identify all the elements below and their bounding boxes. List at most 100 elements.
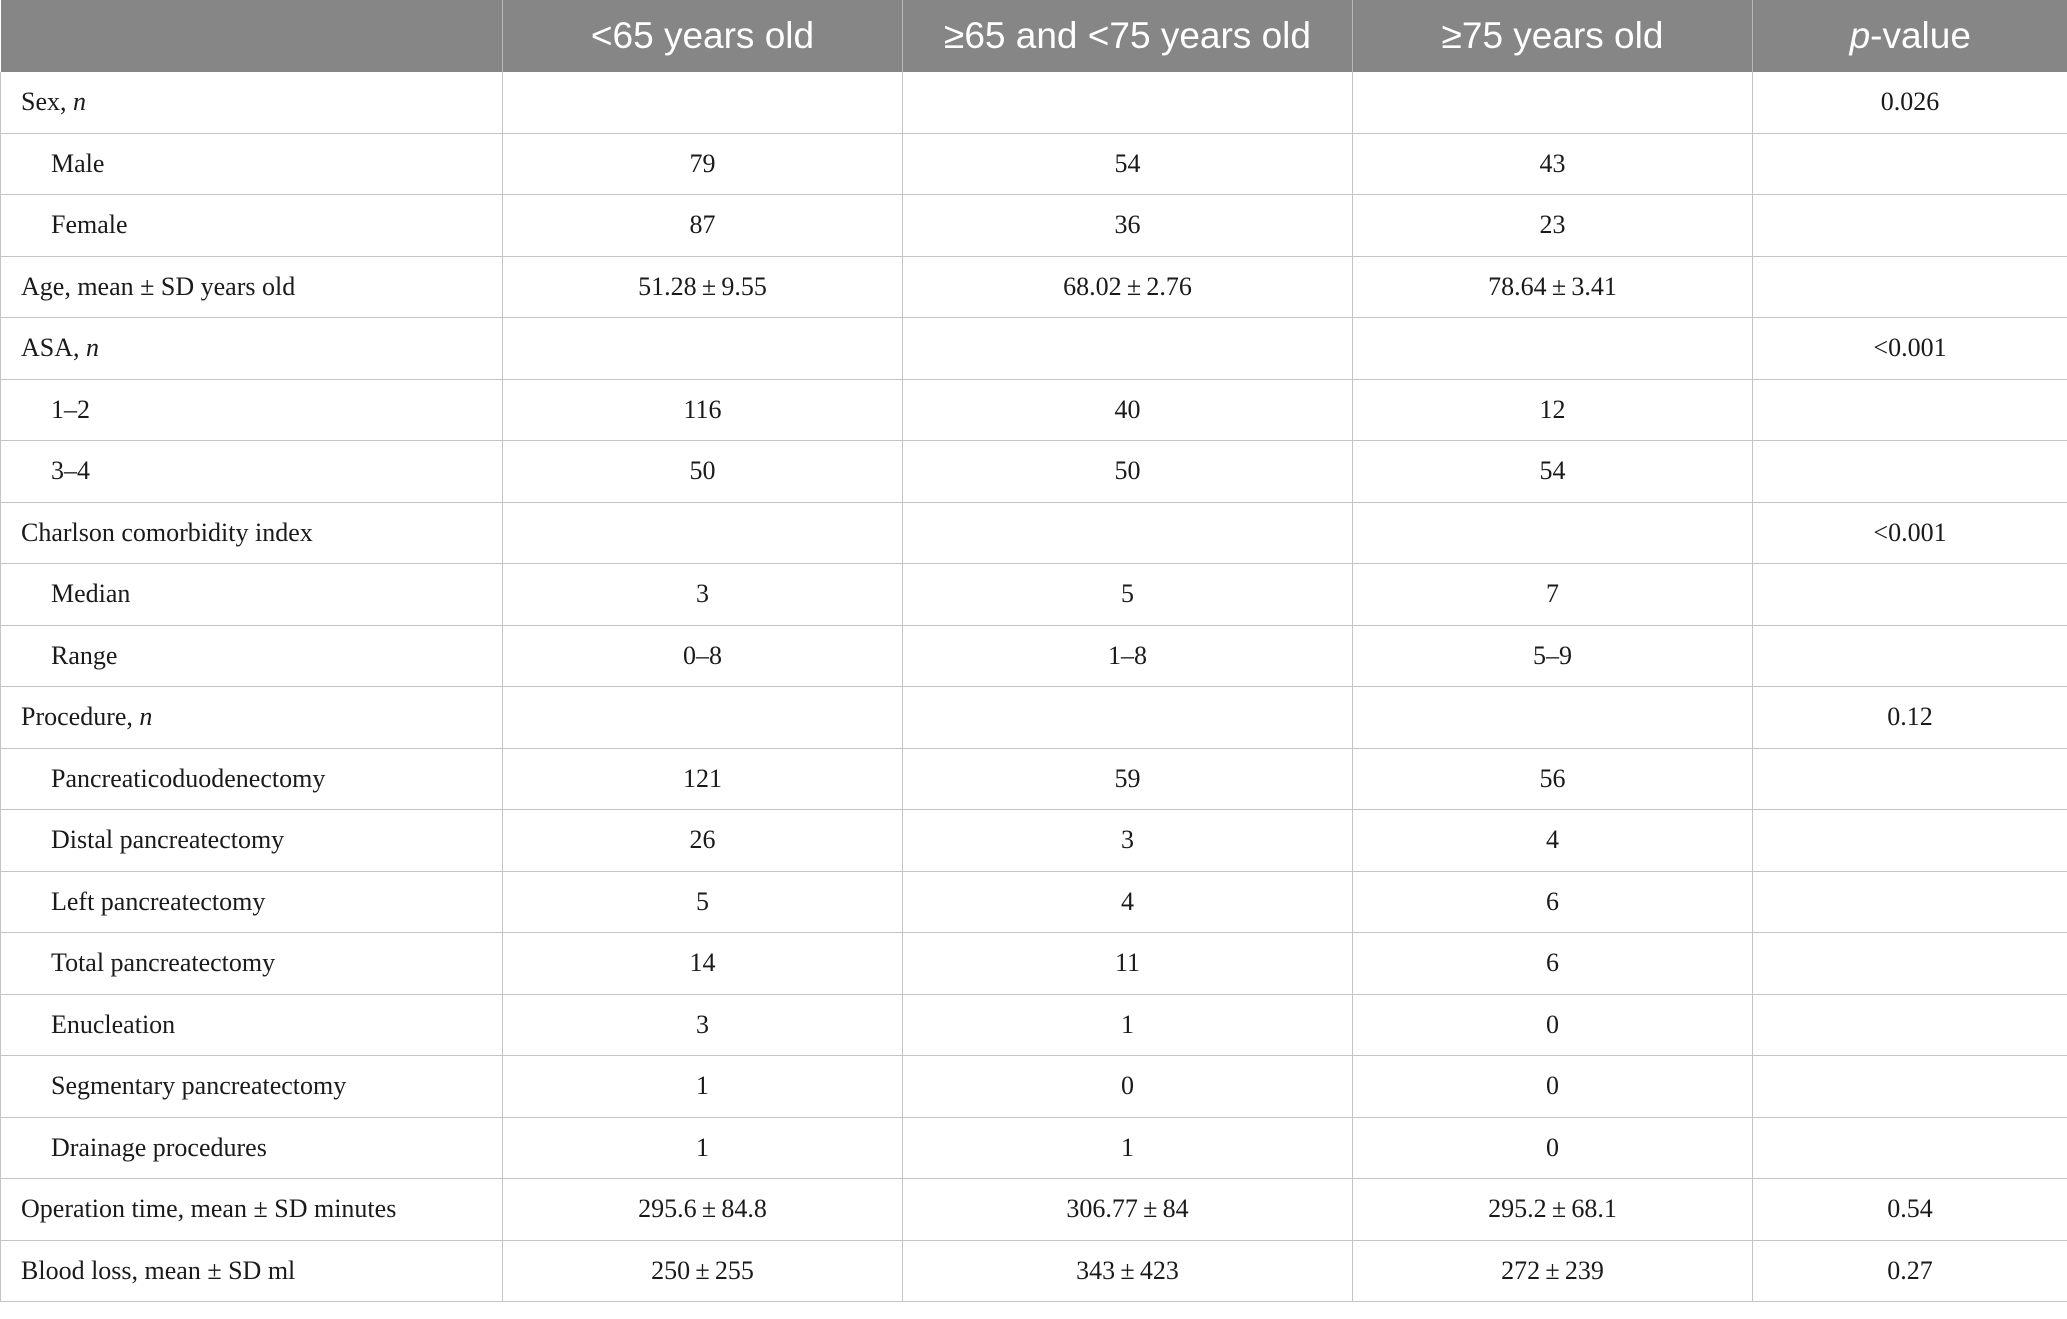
row-label: 1–2 [0,379,503,441]
cell-over-75: 56 [1352,748,1753,810]
row-label-text: Charlson comorbidity index [21,517,313,547]
row-label: ASA, n [0,317,503,380]
cell-p-value: 0.12 [1752,686,2067,749]
cell-p-value: 0.27 [1752,1240,2067,1302]
cell-under-65: 50 [502,440,903,503]
row-label: Age, mean ± SD years old [0,256,503,318]
cell-p-value [1752,625,2067,687]
row-label: Left pancreatectomy [0,871,503,933]
cell-p-value: <0.001 [1752,317,2067,380]
table-row: Enucleation 3 1 0 [0,994,2067,1056]
row-label-text: Median [51,579,131,609]
row-label-text: Female [51,210,128,240]
cell-p-value [1752,379,2067,441]
table-row: 3–4 50 50 54 [0,440,2067,503]
cell-p-value: 0.54 [1752,1178,2067,1241]
cell-65-to-75: 5 [902,563,1353,626]
row-label: Segmentary pancreatectomy [0,1055,503,1118]
row-label: Range [0,625,503,687]
table-row: Range 0–8 1–8 5–9 [0,625,2067,687]
cell-under-65 [502,317,903,380]
cell-p-value [1752,563,2067,626]
row-label-text: Pancreaticoduodenectomy [51,763,326,793]
cell-65-to-75 [902,72,1353,134]
row-label-text: ASA, [21,333,87,363]
cell-p-value [1752,932,2067,995]
row-label-text: Left pancreatectomy [51,886,266,916]
row-label: Drainage procedures [0,1117,503,1179]
cell-under-65: 3 [502,994,903,1056]
table-row: Operation time, mean ± SD minutes 295.6 ±… [0,1178,2067,1241]
cell-65-to-75: 0 [902,1055,1353,1118]
cell-p-value [1752,194,2067,257]
table-row: Left pancreatectomy 5 4 6 [0,871,2067,933]
row-label: Enucleation [0,994,503,1056]
cell-65-to-75: 68.02 ± 2.76 [902,256,1353,318]
table-row: Procedure, n 0.12 [0,686,2067,749]
row-label: Distal pancreatectomy [0,809,503,872]
header-p-value: p-value [1752,0,2067,72]
row-label-text: Procedure, [21,702,140,732]
cell-over-75: 0 [1352,994,1753,1056]
table-row: Age, mean ± SD years old 51.28 ± 9.55 68.0… [0,256,2067,318]
cell-65-to-75: 1–8 [902,625,1353,687]
cell-under-65: 121 [502,748,903,810]
header-65-to-75: ≥65 and <75 years old [902,0,1353,72]
cell-p-value [1752,809,2067,872]
row-label-text: Sex, [21,87,73,117]
cell-under-65: 87 [502,194,903,257]
cell-p-value [1752,748,2067,810]
row-label: Operation time, mean ± SD minutes [0,1178,503,1241]
header-over-75: ≥75 years old [1352,0,1753,72]
cell-over-75 [1352,72,1753,134]
cell-p-value [1752,994,2067,1056]
cell-over-75: 43 [1352,133,1753,195]
table-row: Pancreaticoduodenectomy 121 59 56 [0,748,2067,810]
cell-under-65 [502,686,903,749]
cell-under-65: 1 [502,1117,903,1179]
header-row: <65 years old ≥65 and <75 years old ≥75 … [0,0,2067,72]
cell-over-75 [1352,317,1753,380]
cell-65-to-75: 3 [902,809,1353,872]
table-row: Female 87 36 23 [0,194,2067,257]
cell-p-value [1752,256,2067,318]
cell-65-to-75: 40 [902,379,1353,441]
cell-over-75: 6 [1352,871,1753,933]
table-row: ASA, n <0.001 [0,317,2067,380]
row-label: Total pancreatectomy [0,932,503,995]
cell-over-75: 54 [1352,440,1753,503]
cell-over-75: 23 [1352,194,1753,257]
cell-p-value: 0.026 [1752,72,2067,134]
cell-65-to-75: 306.77 ± 84 [902,1178,1353,1241]
row-label-text: Blood loss, mean ± SD ml [21,1255,296,1285]
cell-under-65: 5 [502,871,903,933]
cell-65-to-75 [902,502,1353,564]
row-label-text: Operation time, mean ± SD minutes [21,1194,397,1224]
header-p-italic: p [1849,15,1871,56]
cell-under-65: 26 [502,809,903,872]
cell-over-75: 272 ± 239 [1352,1240,1753,1302]
row-label: Male [0,133,503,195]
row-label-italic: n [139,702,153,732]
cell-over-75: 6 [1352,932,1753,995]
cell-under-65: 0–8 [502,625,903,687]
row-label: Sex, n [0,72,503,134]
cell-under-65 [502,502,903,564]
cell-under-65: 14 [502,932,903,995]
header-p-suffix: -value [1870,15,1971,56]
cell-under-65: 51.28 ± 9.55 [502,256,903,318]
row-label-text: 1–2 [51,394,90,424]
table-row: Segmentary pancreatectomy 1 0 0 [0,1055,2067,1118]
cell-65-to-75: 1 [902,994,1353,1056]
table-row: Median 3 5 7 [0,563,2067,626]
row-label: 3–4 [0,440,503,503]
row-label: Pancreaticoduodenectomy [0,748,503,810]
cell-over-75: 7 [1352,563,1753,626]
row-label: Female [0,194,503,257]
header-under-65: <65 years old [502,0,903,72]
cell-65-to-75: 1 [902,1117,1353,1179]
cell-65-to-75: 4 [902,871,1353,933]
cell-over-75: 78.64 ± 3.41 [1352,256,1753,318]
cell-65-to-75: 59 [902,748,1353,810]
